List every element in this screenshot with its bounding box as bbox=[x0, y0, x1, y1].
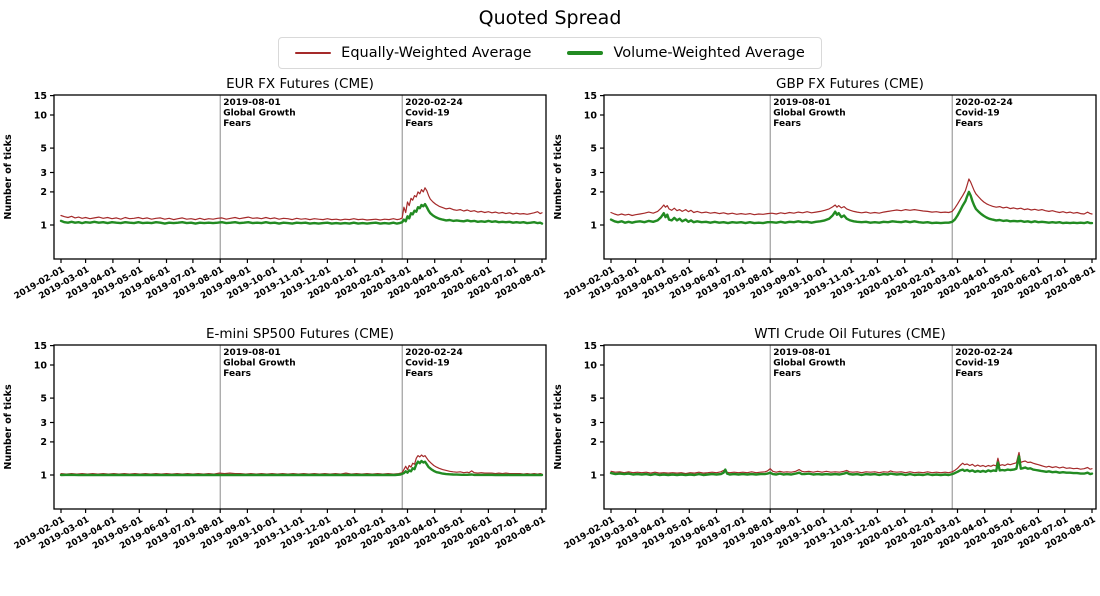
event-annotation-line: 2020-02-24 bbox=[405, 98, 463, 108]
chart-panel-gbp-fx: GBP FX Futures (CME) Number of ticks 201… bbox=[550, 73, 1100, 323]
chart-wti-crude-svg: WTI Crude Oil Futures (CME) Number of ti… bbox=[553, 326, 1098, 552]
y-tick-label: 3 bbox=[40, 168, 47, 179]
event-annotation-line: Fears bbox=[223, 369, 251, 379]
chart-title: WTI Crude Oil Futures (CME) bbox=[754, 326, 945, 342]
y-tick-label: 1 bbox=[590, 470, 597, 481]
y-tick-label: 5 bbox=[40, 143, 47, 154]
y-tick-label: 1 bbox=[590, 220, 597, 231]
charts-grid: EUR FX Futures (CME) Number of ticks 201… bbox=[0, 73, 1100, 573]
y-tick-label: 15 bbox=[34, 91, 47, 102]
series-equally-weighted-line bbox=[60, 187, 543, 221]
series-equally-weighted-line bbox=[610, 451, 1093, 475]
legend-line-equally-weighted-icon bbox=[295, 52, 332, 54]
event-annotation-line: 2020-02-24 bbox=[405, 348, 463, 358]
series-volume-weighted-line bbox=[609, 190, 1094, 225]
legend-item-equally-weighted: Equally-Weighted Average bbox=[295, 45, 531, 61]
y-tick-label: 2 bbox=[40, 187, 47, 198]
y-tick-label: 3 bbox=[40, 418, 47, 429]
y-tick-label: 15 bbox=[584, 91, 597, 102]
y-tick-label: 10 bbox=[34, 110, 48, 121]
y-tick-label: 3 bbox=[590, 168, 597, 179]
event-annotation-line: Global Growth bbox=[773, 359, 845, 369]
series-equally-weighted-line bbox=[610, 178, 1093, 217]
chart-emini-sp500-svg: E-mini SP500 Futures (CME) Number of tic… bbox=[3, 326, 548, 552]
event-annotation-line: 2020-02-24 bbox=[955, 98, 1013, 108]
event-annotation-line: Fears bbox=[773, 119, 801, 129]
y-tick-label: 1 bbox=[40, 220, 47, 231]
y-tick-label: 2 bbox=[590, 437, 597, 448]
y-axis-label: Number of ticks bbox=[553, 384, 564, 470]
plot-frame bbox=[603, 94, 1097, 260]
legend-label-equally-weighted: Equally-Weighted Average bbox=[341, 45, 532, 61]
figure-title: Quoted Spread bbox=[478, 7, 622, 29]
event-annotation-line: Covid-19 bbox=[955, 109, 999, 119]
series-equally-weighted-line bbox=[60, 454, 543, 475]
event-annotation-line: Fears bbox=[955, 369, 983, 379]
legend-item-volume-weighted: Volume-Weighted Average bbox=[567, 45, 805, 61]
y-axis-label: Number of ticks bbox=[553, 134, 564, 220]
y-tick-label: 3 bbox=[590, 418, 597, 429]
y-tick-label: 15 bbox=[584, 341, 597, 352]
plot-frame bbox=[53, 344, 547, 510]
legend-label-volume-weighted: Volume-Weighted Average bbox=[613, 45, 805, 61]
y-tick-label: 2 bbox=[590, 187, 597, 198]
y-tick-label: 2 bbox=[40, 437, 47, 448]
event-annotation-line: 2019-08-01 bbox=[223, 348, 281, 358]
series-volume-weighted-line bbox=[609, 455, 1094, 477]
event-annotation-line: Global Growth bbox=[773, 109, 845, 119]
series-volume-weighted-line bbox=[59, 459, 544, 477]
y-tick-label: 5 bbox=[590, 393, 597, 404]
event-annotation-line: Covid-19 bbox=[405, 359, 449, 369]
series-volume-weighted-line bbox=[59, 202, 544, 225]
y-tick-label: 15 bbox=[34, 341, 47, 352]
chart-panel-eur-fx: EUR FX Futures (CME) Number of ticks 201… bbox=[0, 73, 550, 323]
y-tick-label: 5 bbox=[40, 393, 47, 404]
chart-title: E-mini SP500 Futures (CME) bbox=[206, 326, 394, 342]
legend-line-volume-weighted-icon bbox=[567, 51, 604, 55]
y-tick-label: 5 bbox=[590, 143, 597, 154]
event-annotation-line: Fears bbox=[955, 119, 983, 129]
plot-frame bbox=[53, 94, 547, 260]
event-annotation-line: Global Growth bbox=[223, 109, 295, 119]
event-annotation-line: Global Growth bbox=[223, 359, 295, 369]
y-tick-label: 10 bbox=[584, 360, 598, 371]
event-annotation-line: Fears bbox=[773, 369, 801, 379]
event-annotation-line: Fears bbox=[405, 369, 433, 379]
plot-frame bbox=[603, 344, 1097, 510]
y-axis-label: Number of ticks bbox=[3, 134, 14, 220]
y-tick-label: 10 bbox=[34, 360, 48, 371]
y-axis-label: Number of ticks bbox=[3, 384, 14, 470]
y-tick-label: 10 bbox=[584, 110, 598, 121]
event-annotation-line: Covid-19 bbox=[405, 109, 449, 119]
chart-panel-wti-crude: WTI Crude Oil Futures (CME) Number of ti… bbox=[550, 323, 1100, 573]
y-tick-label: 1 bbox=[40, 470, 47, 481]
chart-gbp-fx-svg: GBP FX Futures (CME) Number of ticks 201… bbox=[553, 76, 1098, 302]
event-annotation-line: Covid-19 bbox=[955, 359, 999, 369]
event-annotation-line: 2019-08-01 bbox=[223, 98, 281, 108]
chart-title: GBP FX Futures (CME) bbox=[776, 76, 924, 92]
chart-eur-fx-svg: EUR FX Futures (CME) Number of ticks 201… bbox=[3, 76, 548, 302]
event-annotation-line: 2019-08-01 bbox=[773, 348, 831, 358]
event-annotation-line: Fears bbox=[405, 119, 433, 129]
chart-title: EUR FX Futures (CME) bbox=[226, 76, 374, 92]
event-annotation-line: Fears bbox=[223, 119, 251, 129]
event-annotation-line: 2020-02-24 bbox=[955, 348, 1013, 358]
legend: Equally-Weighted Average Volume-Weighted… bbox=[278, 37, 822, 69]
event-annotation-line: 2019-08-01 bbox=[773, 98, 831, 108]
chart-panel-emini-sp500: E-mini SP500 Futures (CME) Number of tic… bbox=[0, 323, 550, 573]
